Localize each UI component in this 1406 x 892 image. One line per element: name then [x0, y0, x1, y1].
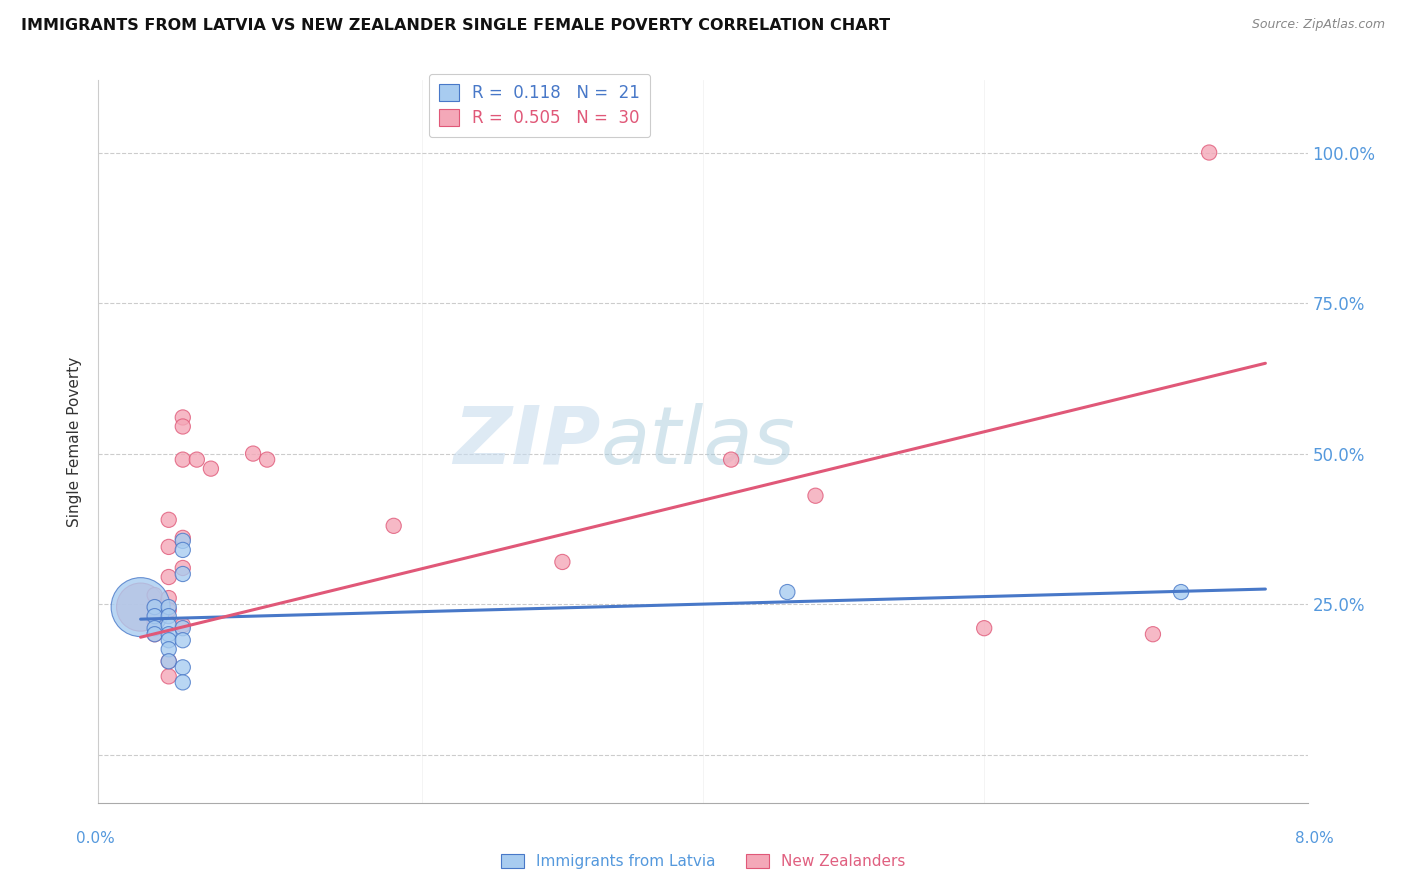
Point — [157, 633, 180, 648]
Point — [143, 609, 166, 624]
Point — [157, 513, 180, 527]
Point — [157, 603, 180, 617]
Point — [143, 609, 166, 624]
Text: 8.0%: 8.0% — [1295, 831, 1334, 846]
Point — [143, 615, 166, 630]
Point — [143, 621, 166, 635]
Point — [129, 600, 152, 615]
Point — [804, 489, 827, 503]
Point — [157, 654, 180, 668]
Point — [172, 410, 194, 425]
Point — [143, 627, 166, 641]
Point — [143, 600, 166, 615]
Point — [143, 588, 166, 602]
Y-axis label: Single Female Poverty: Single Female Poverty — [67, 357, 83, 526]
Point — [143, 627, 166, 641]
Point — [157, 570, 180, 584]
Point — [157, 591, 180, 606]
Point — [172, 660, 194, 674]
Text: 0.0%: 0.0% — [76, 831, 115, 846]
Point — [143, 600, 166, 615]
Point — [157, 669, 180, 683]
Point — [172, 542, 194, 557]
Point — [157, 540, 180, 554]
Point — [256, 452, 278, 467]
Point — [172, 531, 194, 545]
Point — [172, 675, 194, 690]
Text: ZIP: ZIP — [453, 402, 600, 481]
Point — [172, 633, 194, 648]
Point — [172, 533, 194, 548]
Point — [382, 519, 405, 533]
Point — [157, 618, 180, 632]
Point — [157, 609, 180, 624]
Point — [157, 600, 180, 615]
Text: atlas: atlas — [600, 402, 794, 481]
Legend: R =  0.118   N =  21, R =  0.505   N =  30: R = 0.118 N = 21, R = 0.505 N = 30 — [429, 74, 651, 137]
Point — [1142, 627, 1164, 641]
Point — [720, 452, 742, 467]
Point — [242, 446, 264, 460]
Point — [551, 555, 574, 569]
Point — [172, 567, 194, 582]
Point — [973, 621, 995, 635]
Point — [157, 627, 180, 641]
Point — [157, 642, 180, 657]
Point — [172, 621, 194, 635]
Point — [172, 561, 194, 575]
Point — [172, 618, 194, 632]
Point — [172, 419, 194, 434]
Point — [776, 585, 799, 599]
Point — [129, 600, 152, 615]
Text: IMMIGRANTS FROM LATVIA VS NEW ZEALANDER SINGLE FEMALE POVERTY CORRELATION CHART: IMMIGRANTS FROM LATVIA VS NEW ZEALANDER … — [21, 18, 890, 33]
Point — [172, 452, 194, 467]
Legend: Immigrants from Latvia, New Zealanders: Immigrants from Latvia, New Zealanders — [495, 848, 911, 875]
Point — [157, 654, 180, 668]
Point — [186, 452, 208, 467]
Point — [1170, 585, 1192, 599]
Point — [200, 461, 222, 475]
Text: Source: ZipAtlas.com: Source: ZipAtlas.com — [1251, 18, 1385, 31]
Point — [1198, 145, 1220, 160]
